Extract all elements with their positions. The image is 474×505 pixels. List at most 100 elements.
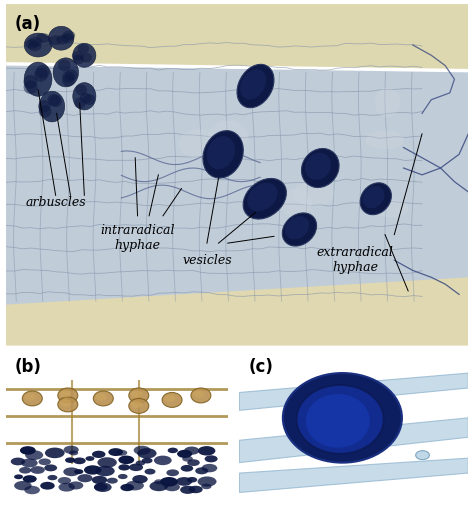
Ellipse shape (25, 40, 39, 49)
Ellipse shape (74, 98, 86, 110)
Text: (c): (c) (248, 357, 273, 375)
Ellipse shape (203, 131, 243, 179)
Ellipse shape (30, 466, 45, 474)
Ellipse shape (38, 101, 51, 113)
Ellipse shape (116, 450, 128, 456)
Ellipse shape (63, 31, 75, 41)
Ellipse shape (416, 451, 429, 460)
Ellipse shape (237, 65, 274, 109)
Ellipse shape (20, 446, 36, 455)
Ellipse shape (84, 466, 101, 475)
Ellipse shape (181, 465, 193, 472)
Ellipse shape (176, 477, 192, 486)
Ellipse shape (49, 95, 62, 108)
Ellipse shape (160, 477, 178, 487)
Ellipse shape (65, 70, 78, 82)
Ellipse shape (24, 34, 52, 58)
Ellipse shape (95, 466, 115, 476)
Ellipse shape (189, 486, 203, 493)
Ellipse shape (69, 450, 78, 456)
Ellipse shape (187, 460, 200, 466)
Ellipse shape (19, 467, 31, 474)
Ellipse shape (120, 484, 134, 491)
Ellipse shape (80, 93, 91, 104)
Ellipse shape (65, 458, 75, 463)
Ellipse shape (375, 88, 400, 118)
Ellipse shape (85, 456, 94, 461)
Ellipse shape (14, 481, 32, 490)
Ellipse shape (64, 468, 80, 476)
Ellipse shape (47, 94, 60, 107)
Ellipse shape (24, 81, 37, 95)
Ellipse shape (179, 130, 218, 159)
Ellipse shape (83, 95, 95, 106)
Ellipse shape (62, 72, 75, 84)
Ellipse shape (72, 52, 83, 62)
Ellipse shape (137, 448, 156, 459)
Ellipse shape (109, 448, 123, 456)
Ellipse shape (129, 388, 149, 403)
Ellipse shape (191, 388, 211, 403)
Ellipse shape (58, 483, 75, 491)
Ellipse shape (28, 38, 42, 47)
Ellipse shape (58, 477, 71, 484)
Ellipse shape (136, 461, 145, 466)
Ellipse shape (207, 137, 235, 170)
Ellipse shape (162, 393, 182, 408)
Ellipse shape (73, 83, 96, 111)
Text: vesicles: vesicles (182, 254, 232, 267)
Ellipse shape (166, 470, 179, 476)
Ellipse shape (58, 397, 78, 412)
Ellipse shape (243, 179, 286, 220)
Ellipse shape (201, 464, 217, 472)
Ellipse shape (40, 482, 55, 490)
Ellipse shape (92, 451, 106, 458)
Ellipse shape (75, 85, 87, 96)
Ellipse shape (292, 212, 314, 230)
Ellipse shape (23, 475, 36, 483)
Ellipse shape (154, 456, 172, 465)
Ellipse shape (98, 458, 117, 468)
Ellipse shape (74, 469, 83, 474)
Ellipse shape (240, 70, 266, 100)
Ellipse shape (48, 27, 74, 51)
Ellipse shape (247, 183, 278, 212)
Ellipse shape (365, 131, 404, 150)
Ellipse shape (118, 464, 130, 471)
Ellipse shape (134, 446, 151, 455)
Ellipse shape (28, 42, 42, 52)
Ellipse shape (107, 478, 118, 484)
Ellipse shape (205, 456, 218, 463)
Ellipse shape (301, 149, 339, 188)
Ellipse shape (118, 474, 128, 479)
Ellipse shape (195, 468, 208, 474)
Ellipse shape (306, 394, 370, 448)
Ellipse shape (81, 54, 92, 63)
Ellipse shape (39, 106, 51, 118)
Ellipse shape (36, 66, 50, 79)
Ellipse shape (198, 446, 215, 456)
Ellipse shape (96, 393, 107, 401)
Ellipse shape (187, 477, 197, 483)
Ellipse shape (34, 69, 48, 82)
Ellipse shape (24, 63, 52, 97)
Polygon shape (239, 373, 468, 411)
Polygon shape (6, 66, 468, 312)
Ellipse shape (38, 459, 51, 465)
Ellipse shape (23, 76, 37, 89)
Ellipse shape (64, 446, 79, 454)
Ellipse shape (177, 450, 192, 458)
Ellipse shape (142, 458, 153, 464)
Ellipse shape (94, 483, 108, 491)
Text: extraradical
hyphae: extraradical hyphae (317, 245, 393, 273)
Polygon shape (6, 278, 468, 346)
Ellipse shape (293, 182, 334, 207)
Ellipse shape (56, 36, 69, 45)
Ellipse shape (283, 214, 317, 246)
Ellipse shape (184, 446, 200, 455)
Ellipse shape (283, 373, 402, 463)
Ellipse shape (180, 486, 195, 494)
Ellipse shape (126, 481, 144, 490)
Ellipse shape (60, 399, 71, 407)
Ellipse shape (25, 393, 36, 401)
